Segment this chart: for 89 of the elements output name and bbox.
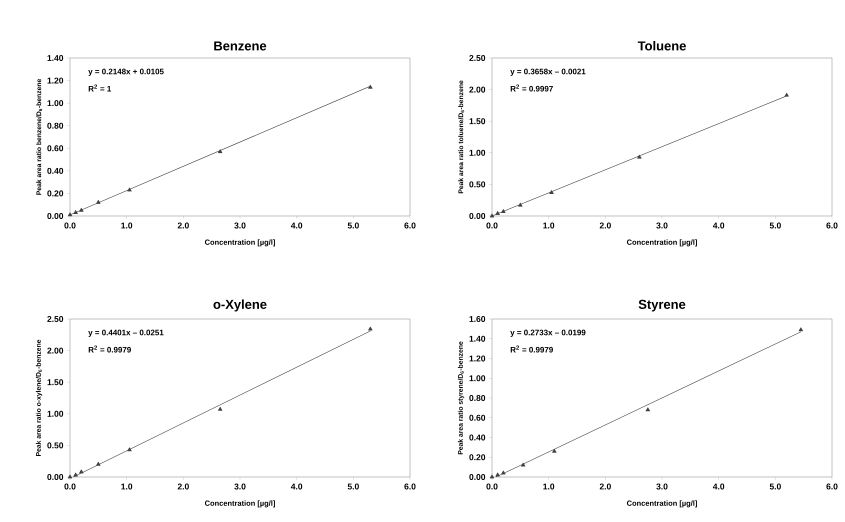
y-tick-label: 1.00 [48,410,64,417]
y-tick-label: 1.40 [48,55,64,61]
point [218,406,222,411]
point [490,474,494,478]
point [68,212,72,216]
x-tick-label: 0.0 [64,222,76,228]
point [368,326,373,331]
point [96,200,101,204]
y-tick-label: 1.50 [470,118,486,124]
x-tick-label: 3.0 [234,222,246,229]
y-tick-label: 1.00 [48,100,64,106]
x-tick-label: 4.0 [290,484,302,490]
chart-title: Benzene [214,41,266,50]
y-tick-label: 1.60 [470,316,486,322]
x-tick-label: 1.0 [121,222,132,228]
point [637,154,642,159]
y-tick-label: 2.00 [469,86,486,93]
y-tick-label: 0.00 [469,474,486,480]
y-tick-label: 0.40 [469,434,486,440]
x-tick-label: 2.0 [178,222,189,228]
y-tick-label: 1.20 [470,356,486,362]
point [368,84,373,89]
x-tick-label: 1.0 [543,222,554,228]
x-tick-label: 4.0 [712,484,724,490]
point [218,149,222,154]
x-tick-label: 0.0 [486,222,498,228]
point [73,210,78,214]
point [552,448,557,453]
point [501,209,506,213]
x-tick-label: 6.0 [404,222,416,228]
point [784,92,789,97]
point [520,462,526,467]
point [501,470,506,474]
x-tick-label: 5.0 [348,222,359,228]
y-tick-label: 1.00 [470,150,486,156]
y-tick-label: 0.80 [469,395,486,401]
x-tick-label: 2.0 [178,484,189,490]
y-tick-label: 1.20 [48,78,64,84]
x-tick-label: 1.0 [121,484,132,490]
point [549,190,554,194]
x-tick-label: 5.0 [770,222,781,228]
chart-title: Toluene [638,40,686,50]
point [495,210,500,215]
x-tick-label: 3.0 [234,484,246,490]
point [518,202,523,207]
x-tick-label: 2.0 [600,484,611,490]
point [79,208,84,212]
x-tick-label: 5.0 [770,484,781,490]
x-tick-label: 0.0 [486,484,498,490]
y-tick-label: 0.00 [469,213,486,219]
x-tick-label: 5.0 [348,484,359,490]
point [798,327,804,332]
x-tick-label: 2.0 [600,222,611,228]
x-tick-label: 6.0 [826,484,838,490]
point [68,474,72,478]
y-tick-label: 0.50 [469,181,486,188]
x-tick-label: 1.0 [543,484,554,490]
y-tick-label: 2.00 [47,348,64,354]
chart-title: Styrene [638,300,686,312]
y-tick-label: 0.00 [47,213,64,219]
y-tick-label: 0.20 [47,190,64,196]
y-tick-label: 0.20 [469,454,486,460]
y-tick-label: 1.50 [48,379,64,386]
x-tick-label: 6.0 [404,484,416,490]
point [79,469,84,474]
x-tick-label: 0.0 [64,484,76,490]
y-tick-label: 0.60 [469,414,486,421]
y-tick-label: 1.00 [470,375,486,382]
point [127,188,132,192]
point [73,472,78,476]
point [127,447,132,452]
point [495,472,500,476]
chart-title: o-Xylene [214,299,267,312]
y-tick-label: 0.00 [47,474,64,480]
y-tick-label: 2.50 [47,316,64,322]
y-tick-label: 1.40 [470,336,486,342]
x-tick-label: 4.0 [712,222,724,228]
x-tick-label: 6.0 [826,222,838,228]
x-tick-label: 3.0 [656,484,668,490]
y-tick-label: 0.60 [47,145,64,152]
point [96,462,101,466]
x-tick-label: 3.0 [656,222,668,229]
y-tick-label: 0.80 [47,122,64,129]
y-tick-label: 0.40 [47,168,64,174]
point [646,407,650,412]
x-tick-label: 4.0 [290,222,302,228]
y-tick-label: 2.50 [469,55,486,61]
point [490,214,494,218]
y-tick-label: 0.50 [47,442,64,448]
